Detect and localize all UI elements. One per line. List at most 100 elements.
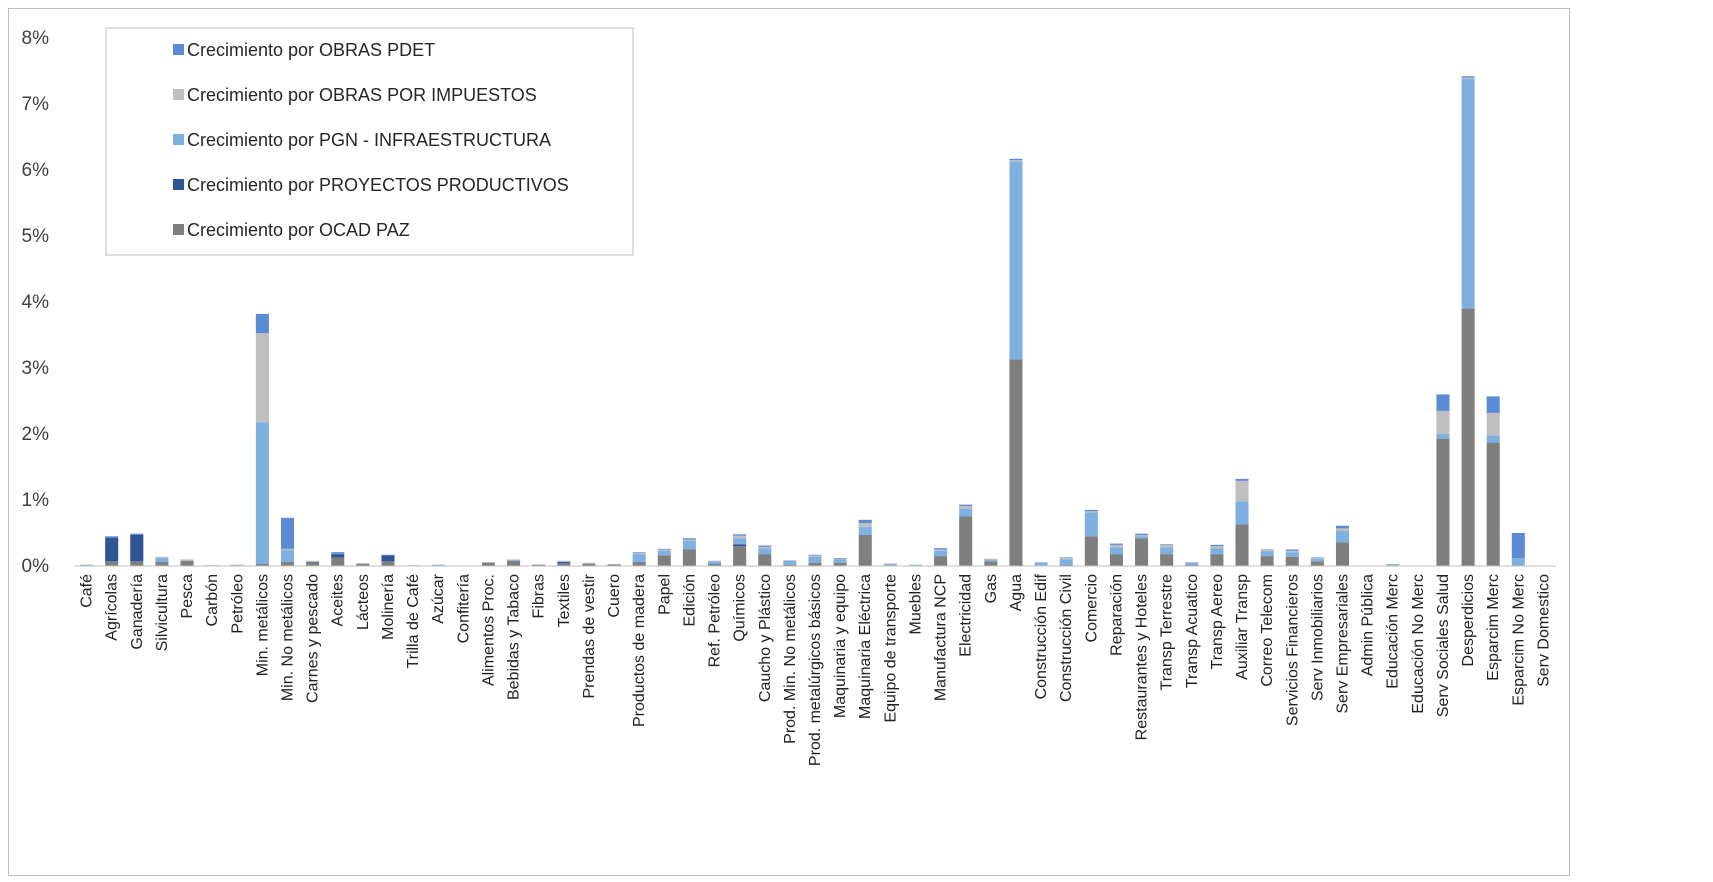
x-category-label: Admin Pública	[1360, 574, 1377, 676]
legend-entry: Crecimiento por OCAD PAZ	[187, 220, 410, 240]
bar-segment	[783, 564, 797, 566]
bar-segment	[1109, 544, 1123, 548]
bar-segment	[1009, 359, 1023, 566]
x-category-label: Transp Acuatico	[1184, 574, 1201, 688]
x-category-label: Manufactura NCP	[933, 574, 950, 701]
x-category-label: Esparcim Merc	[1485, 574, 1502, 681]
bar-segment	[1084, 536, 1098, 566]
x-category-label: Agrícolas	[104, 574, 121, 641]
bar-segment	[80, 564, 94, 566]
bar-segment	[1310, 558, 1324, 559]
bar-segment	[1084, 509, 1098, 512]
bar-segment	[280, 562, 295, 566]
x-category-label: Electricidad	[958, 574, 975, 657]
bar-segment	[758, 546, 772, 549]
y-tick-label: 1%	[22, 490, 50, 511]
bar-segment	[507, 559, 521, 561]
bar-segment	[858, 527, 872, 535]
bar-segment	[255, 313, 269, 334]
bar-segment	[1285, 549, 1299, 551]
y-tick-label: 6%	[22, 160, 50, 181]
legend-box	[105, 27, 634, 256]
bar-segment	[331, 554, 345, 558]
bar-segment	[481, 562, 495, 563]
bar-segment	[557, 563, 571, 566]
bar-segment	[1059, 559, 1073, 565]
bar-segment	[1185, 562, 1199, 563]
x-category-label: Reparación	[1108, 574, 1125, 656]
bar-segment	[1084, 512, 1098, 537]
bar-segment	[356, 563, 370, 565]
bar-segment	[481, 562, 495, 566]
bar-segment	[1135, 534, 1149, 537]
bar-segment	[632, 562, 646, 566]
x-category-label: Auxiliar Transp	[1234, 574, 1251, 680]
bar-segment	[657, 555, 671, 566]
bar-segment	[1285, 550, 1299, 553]
x-category-label: Servicios Financieros	[1284, 574, 1301, 726]
bar-segment	[1461, 308, 1475, 566]
x-category-label: Agua	[1008, 574, 1025, 611]
bar-segment	[255, 564, 269, 566]
bar-segment	[1285, 552, 1299, 557]
x-category-label: Serv Empresariales	[1334, 574, 1351, 714]
bar-segment	[758, 548, 772, 555]
bar-segment	[934, 549, 948, 551]
bar-segment	[255, 333, 269, 423]
x-category-label: Prendas de vestir	[581, 573, 598, 698]
chart-frame: 0% 1% 2% 3% 4% 5% 6% 7% 8% Café Agrícolas Ganaderí…	[8, 8, 1570, 876]
bar-segment	[1210, 546, 1224, 549]
x-category-label: Restaurantes y Hoteles	[1134, 574, 1151, 740]
bar-segment	[557, 561, 571, 563]
x-category-label: Serv Inmobiliarios	[1309, 574, 1326, 701]
bar-segment	[1210, 548, 1224, 555]
bar-segment	[707, 564, 722, 566]
bar-segment	[934, 556, 948, 566]
bar-segment	[1511, 533, 1525, 559]
bar-segment	[280, 550, 295, 563]
y-tick-label: 3%	[22, 358, 50, 379]
bar-segment	[1436, 438, 1450, 566]
bar-segment	[155, 562, 169, 566]
x-category-label: Comercio	[1083, 574, 1100, 643]
x-category-label: Correo Telecom	[1259, 574, 1276, 687]
bar-segment	[833, 559, 847, 563]
bar-segment	[858, 523, 872, 528]
x-category-label: Ref. Petróleo	[707, 574, 724, 667]
bar-segment	[883, 564, 897, 566]
bar-segment	[1461, 78, 1475, 309]
x-category-label: Carbón	[204, 574, 221, 626]
bar-segment	[1034, 562, 1048, 566]
x-category-label: Trilla de Café	[405, 574, 422, 669]
bar-segment	[180, 559, 194, 561]
bar-segment	[758, 554, 772, 566]
bar-segment	[431, 564, 445, 566]
x-category-label: Equipo de transporte	[882, 574, 899, 723]
bar-segment	[607, 564, 621, 566]
bars-layer	[80, 76, 1525, 566]
x-category-label: Bebidas y Tabaco	[506, 574, 523, 700]
bar-segment	[1285, 556, 1299, 566]
x-category-label: Caucho y Plástico	[757, 574, 774, 702]
x-category-label: Muebles	[907, 574, 924, 634]
bar-segment	[934, 550, 948, 557]
bar-segment	[356, 564, 370, 566]
bar-segment	[507, 560, 521, 566]
bar-segment	[934, 548, 948, 550]
x-category-label: Pesca	[179, 574, 196, 619]
bar-segment	[808, 554, 822, 556]
bar-segment	[1260, 556, 1274, 566]
bar-segment	[1135, 538, 1149, 566]
bar-segment	[1135, 533, 1149, 535]
x-category-label: Maquinaria Eléctrica	[857, 574, 874, 719]
x-category-label: Café	[79, 574, 96, 608]
bar-segment	[507, 560, 521, 561]
bar-segment	[1310, 558, 1324, 562]
x-category-label: Transp Aereo	[1209, 574, 1226, 670]
bar-segment	[155, 558, 169, 563]
x-category-label: Molinería	[380, 574, 397, 640]
x-category-label: Lácteos	[355, 574, 372, 630]
bar-segment	[1260, 549, 1274, 551]
bar-segment	[1235, 478, 1249, 481]
x-category-label: Educación No Merc	[1410, 574, 1427, 714]
